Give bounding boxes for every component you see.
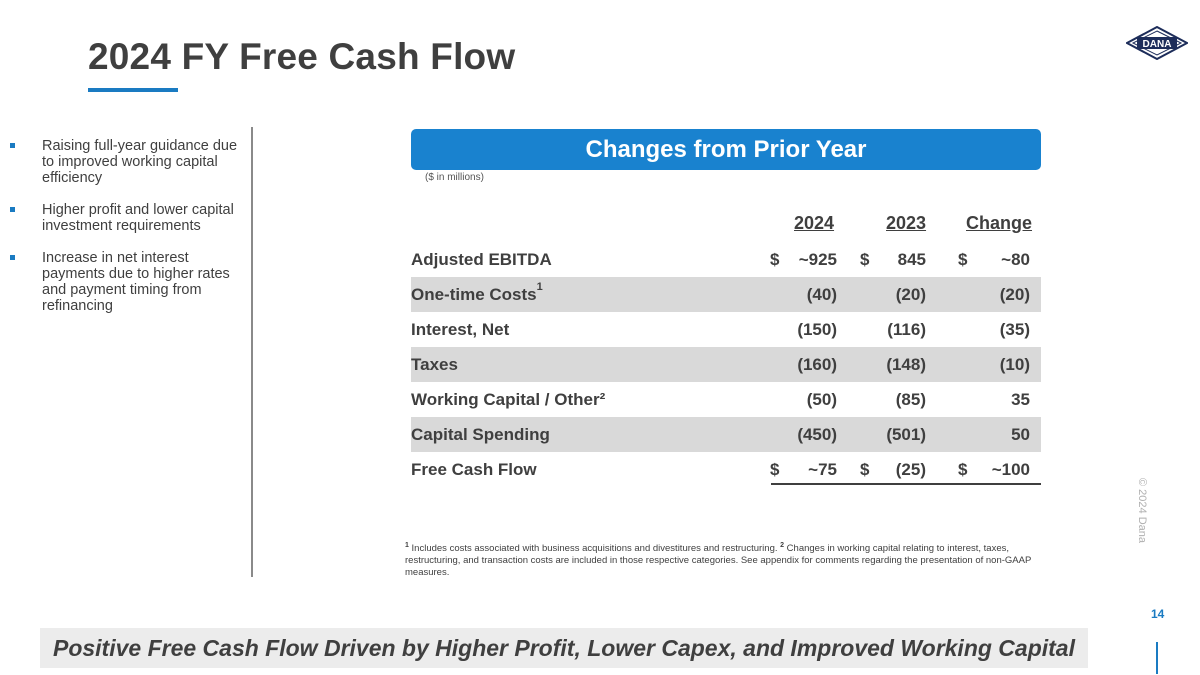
cash-flow-table: 2024 2023 Change Adjusted EBITDA $ ~925 $84… xyxy=(411,204,1041,487)
dollar-sign: $ xyxy=(770,460,780,479)
cell-value-change: 35 xyxy=(1011,390,1030,409)
units-note: ($ in millions) xyxy=(425,172,484,183)
cell-value-2024: (450) xyxy=(797,425,837,444)
cell-value-2024: ~925 xyxy=(798,250,837,269)
section-banner: Changes from Prior Year xyxy=(411,129,1041,170)
cell-value-2023: (25) xyxy=(895,460,926,479)
table-row: Capital Spending (450) (501) 50 xyxy=(411,417,1041,452)
cell-value-2024: ~75 xyxy=(808,460,837,479)
total-underline xyxy=(771,483,1041,485)
footnote-text-2: Changes in working capital relating to i… xyxy=(405,543,1032,579)
row-label-superscript: 1 xyxy=(536,281,543,293)
bullet-text: Raising full-year guidance due to improv… xyxy=(42,138,238,186)
dana-logo: DANA xyxy=(1126,26,1188,60)
cell-value-change: (10) xyxy=(999,355,1030,374)
cell-value-2023: (148) xyxy=(886,355,926,374)
cell-value-change: ~80 xyxy=(1001,250,1030,269)
dollar-sign: $ xyxy=(860,460,870,479)
bullet-text: Higher profit and lower capital investme… xyxy=(42,202,234,234)
page-number: 14 xyxy=(1151,607,1165,621)
dollar-sign: $ xyxy=(958,460,968,479)
title-underline xyxy=(88,88,178,92)
bullet-marker xyxy=(10,143,15,148)
dollar-sign: $ xyxy=(860,250,870,269)
cell-value-2023: (116) xyxy=(887,320,926,339)
bullet-item: Higher profit and lower capital investme… xyxy=(10,202,245,234)
table-row: Taxes (160) (148) (10) xyxy=(411,347,1041,382)
table-row: Interest, Net (150) (116) (35) xyxy=(411,312,1041,347)
bullet-marker xyxy=(10,207,15,212)
row-label: Capital Spending xyxy=(411,425,550,444)
column-header-2023: 2023 xyxy=(886,213,927,233)
table-row: Working Capital / Other² (50) (85) 35 xyxy=(411,382,1041,417)
bullet-marker xyxy=(10,255,15,260)
bullet-text: Increase in net interest payments due to… xyxy=(42,250,230,314)
dollar-sign: $ xyxy=(958,250,968,269)
bullet-item: Increase in net interest payments due to… xyxy=(10,250,245,314)
footnote-marker-1: 1 xyxy=(405,542,409,549)
cell-value-2024: (40) xyxy=(806,285,837,304)
cell-value-2024: (160) xyxy=(797,355,837,374)
cell-value-change: 50 xyxy=(1011,425,1030,444)
column-header-2024: 2024 xyxy=(794,213,835,233)
column-header-change: Change xyxy=(966,213,1033,233)
table-header: 2024 2023 Change xyxy=(411,204,1041,242)
row-label: One-time Costs xyxy=(411,285,537,304)
cell-value-2024: (50) xyxy=(806,390,837,409)
cell-value-change: (20) xyxy=(999,285,1030,304)
dollar-sign: $ xyxy=(770,250,780,269)
row-label: Adjusted EBITDA xyxy=(411,250,552,269)
row-label: Taxes xyxy=(411,355,458,374)
footnote: 1 Includes costs associated with busines… xyxy=(405,540,1035,579)
cell-value-2023: 845 xyxy=(897,250,926,269)
table-row: Adjusted EBITDA $ ~925 $845 $ ~80 xyxy=(411,242,1041,277)
cell-value-2024: (150) xyxy=(797,320,837,339)
footnote-marker-2: 2 xyxy=(780,542,785,549)
vertical-divider xyxy=(251,127,253,577)
cell-value-2023: (20) xyxy=(895,285,926,304)
row-label: Interest, Net xyxy=(411,320,510,339)
page-title: 2024 FY Free Cash Flow xyxy=(88,36,516,77)
footnote-text-1: Includes costs associated with business … xyxy=(408,543,781,555)
cell-value-change: (35) xyxy=(999,320,1030,339)
bullet-item: Raising full-year guidance due to improv… xyxy=(10,138,245,186)
table-row: One-time Costs1 (40) (20) (20) xyxy=(411,277,1041,312)
copyright: © 2024 Dana xyxy=(1136,478,1148,543)
row-label-wrap: One-time Costs1 xyxy=(411,281,543,305)
cell-value-change: ~100 xyxy=(991,460,1030,479)
logo-text: DANA xyxy=(1143,39,1172,50)
row-label: Free Cash Flow xyxy=(411,460,537,479)
cell-value-2023: (501) xyxy=(886,425,926,444)
row-label: Working Capital / Other² xyxy=(411,390,606,409)
footer-takeaway: Positive Free Cash Flow Driven by Higher… xyxy=(40,628,1088,668)
table-row: Free Cash Flow $ ~75 $ (25) $ ~100 xyxy=(411,452,1041,487)
cell-value-2023: (85) xyxy=(895,390,926,409)
bullet-list: Raising full-year guidance due to improv… xyxy=(10,138,245,330)
page-accent-bar xyxy=(1156,642,1158,674)
